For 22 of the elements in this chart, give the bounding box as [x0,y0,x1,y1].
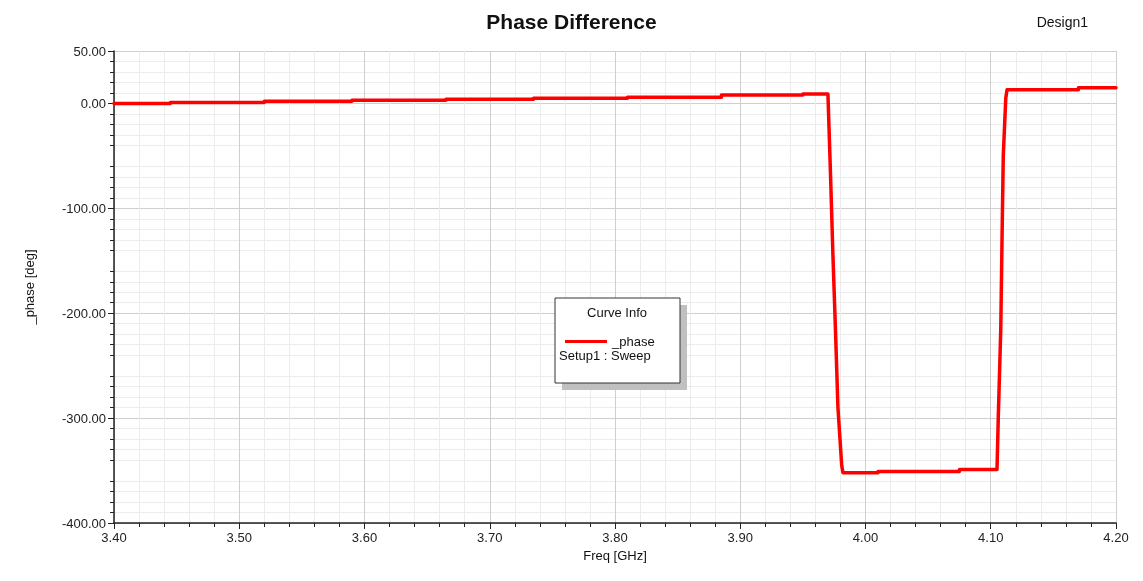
y-tick-label: -300.00 [61,410,106,426]
y-tick-label: 0.00 [80,95,106,111]
legend-title: Curve Info [587,304,647,320]
y-tick-label: -400.00 [61,515,106,531]
y-tick-label: -100.00 [61,200,106,216]
x-tick-label: 3.80 [602,530,628,545]
x-tick-label: 4.20 [1103,530,1129,545]
x-tick-label: 3.60 [351,530,378,545]
x-axis-title: Freq [GHz] [583,547,647,563]
x-tick-label: 3.40 [101,530,127,545]
x-tick-label: 3.50 [226,530,252,545]
x-tick-label: 3.90 [727,530,753,545]
line-series [112,85,1118,475]
y-axis-title: _phase [deg] [22,249,37,326]
legend-label: _phase [611,334,655,349]
x-tick-label: 4.00 [852,530,879,545]
chart-title: Phase Difference [486,10,657,33]
y-tick-label: 50.00 [73,43,106,59]
text: Design1 [1036,14,1089,30]
x-tick-label: 3.70 [477,530,503,545]
x-tick-label: 4.10 [978,530,1004,545]
y-tick-label: -200.00 [61,305,106,321]
